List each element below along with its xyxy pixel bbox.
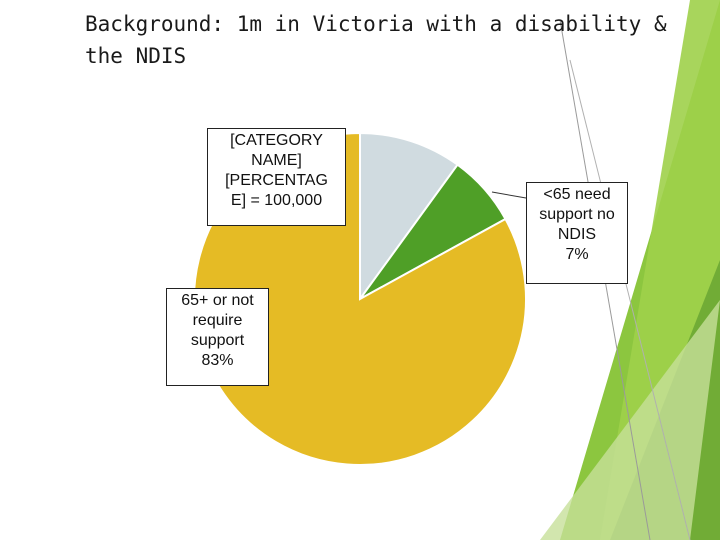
data-label-line: <65 need (543, 186, 611, 203)
data-label-line: [CATEGORY (230, 132, 323, 149)
slide-title-line-1: Background: 1m in Victoria with a disabi… (85, 12, 667, 36)
data-label-category-name: [CATEGORY NAME] [PERCENTAG E] = 100,000 (207, 128, 346, 226)
data-label-under65-no-ndis: <65 need support no NDIS 7% (526, 182, 628, 284)
data-label-line: NDIS (557, 226, 597, 243)
deco-thin-line-2 (569, 59, 691, 540)
slide-title: Background: 1m in Victoria with a disabi… (85, 8, 715, 72)
leader-line (491, 191, 527, 199)
data-label-line: support (190, 332, 245, 349)
data-label-line: require (192, 312, 243, 329)
data-label-65plus-or-not-require: 65+ or not require support 83% (166, 288, 269, 386)
data-label-line: 83% (201, 352, 234, 369)
slide-title-line-2: the NDIS (85, 44, 187, 68)
data-label-line: 65+ or not (181, 292, 254, 309)
data-label-line: 7% (565, 246, 589, 263)
pie-slice-category-name (359, 131, 459, 303)
data-label-line: support no (539, 206, 615, 223)
data-label-line: [PERCENTAG (225, 172, 328, 189)
data-label-line: E] = 100,000 (230, 192, 323, 209)
data-label-line: NAME] (251, 152, 302, 169)
